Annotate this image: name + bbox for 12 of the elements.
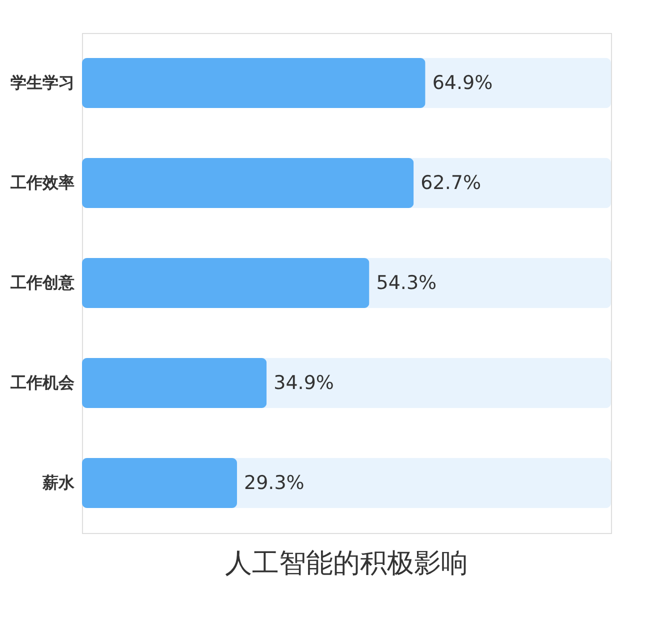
- data-label: 54.3%: [376, 272, 437, 294]
- y-tick-label: 工作创意: [10, 273, 76, 292]
- data-label: 29.3%: [244, 472, 304, 494]
- y-tick-label: 工作效率: [10, 173, 74, 192]
- y-tick-label: 薪水: [42, 473, 76, 492]
- y-tick-label: 工作机会: [10, 373, 76, 392]
- data-label: 34.9%: [274, 372, 334, 394]
- data-label: 64.9%: [432, 72, 493, 94]
- data-label: 62.7%: [420, 172, 482, 194]
- bar: [82, 458, 237, 508]
- y-tick-label: 学生学习: [10, 73, 74, 92]
- text: 人工智能的积极影响: [225, 548, 468, 579]
